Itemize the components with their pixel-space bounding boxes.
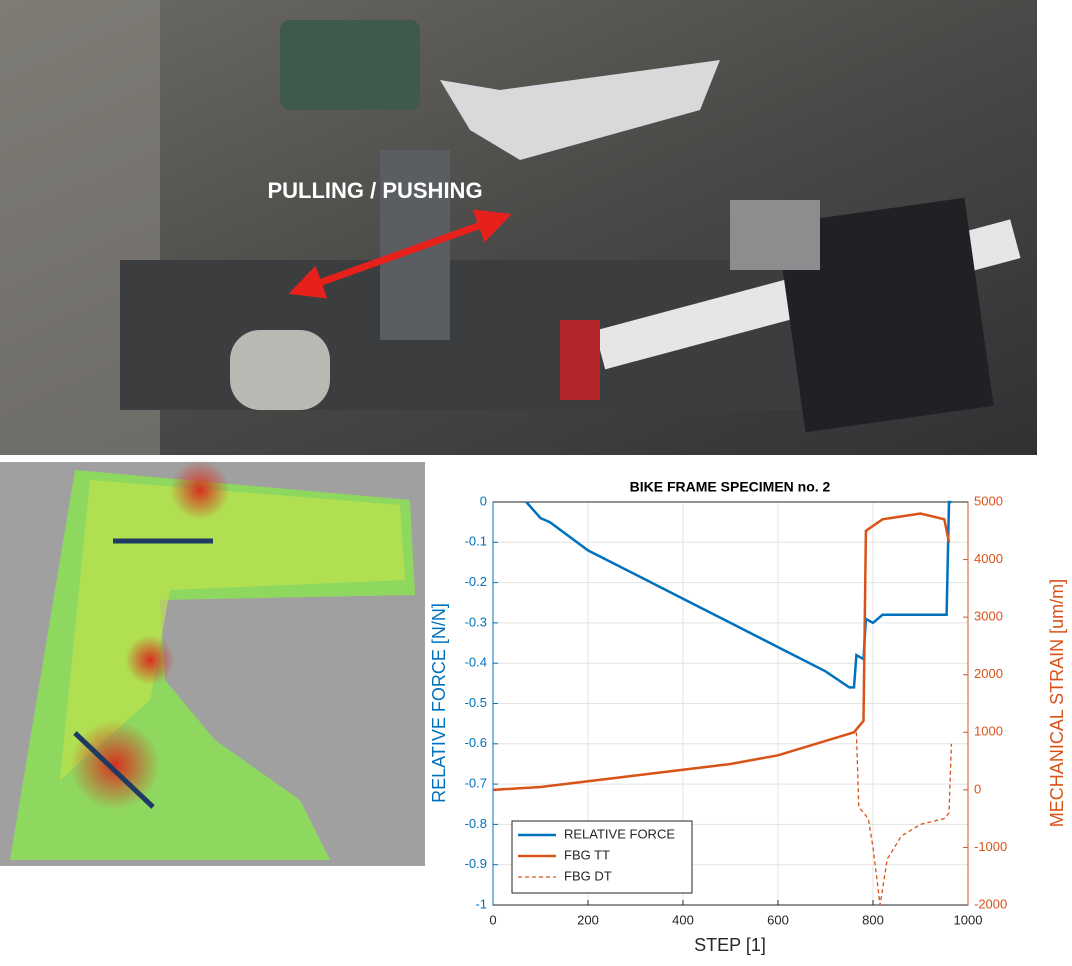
x-tick-label: 1000 bbox=[954, 912, 983, 927]
x-tick-label: 800 bbox=[862, 912, 884, 927]
chart-title: BIKE FRAME SPECIMEN no. 2 bbox=[630, 479, 831, 495]
y-tick-label: 0 bbox=[480, 493, 487, 508]
y-tick-label: -0.1 bbox=[465, 534, 487, 549]
series-line bbox=[855, 732, 953, 906]
y2-axis-label: MECHANICAL STRAIN [um/m] bbox=[1047, 579, 1067, 827]
x-tick-label: 200 bbox=[577, 912, 599, 927]
y2-tick-label: -1000 bbox=[974, 839, 1007, 854]
y-tick-label: -0.4 bbox=[465, 655, 487, 670]
y2-tick-label: 5000 bbox=[974, 493, 1003, 508]
y-tick-label: -0.5 bbox=[465, 695, 487, 710]
y-tick-label: -0.6 bbox=[465, 735, 487, 750]
legend-label: FBG DT bbox=[564, 868, 612, 883]
y-axis-label: RELATIVE FORCE [N/N] bbox=[429, 603, 449, 803]
y2-tick-label: 0 bbox=[974, 781, 981, 796]
series-line bbox=[492, 512, 951, 792]
y-tick-label: -0.8 bbox=[465, 816, 487, 831]
y2-tick-label: 3000 bbox=[974, 609, 1003, 624]
x-tick-label: 600 bbox=[767, 912, 789, 927]
x-axis-label: STEP [1] bbox=[694, 935, 766, 955]
y2-tick-label: 2000 bbox=[974, 666, 1003, 681]
strain-map bbox=[0, 460, 425, 866]
legend-label: FBG TT bbox=[564, 847, 610, 862]
y-tick-label: -1 bbox=[475, 896, 487, 911]
chart: BIKE FRAME SPECIMEN no. 2 STEP [1] RELAT… bbox=[429, 479, 1067, 955]
x-tick-label: 400 bbox=[672, 912, 694, 927]
y-tick-label: -0.2 bbox=[465, 574, 487, 589]
y-tick-label: -0.3 bbox=[465, 614, 487, 629]
x-tick-label: 0 bbox=[489, 912, 496, 927]
y2-tick-label: -2000 bbox=[974, 896, 1007, 911]
series-line bbox=[525, 500, 952, 689]
y2-tick-label: 1000 bbox=[974, 724, 1003, 739]
y2-tick-label: 4000 bbox=[974, 551, 1003, 566]
y-tick-label: -0.7 bbox=[465, 776, 487, 791]
legend-label: RELATIVE FORCE bbox=[564, 826, 675, 841]
y-tick-label: -0.9 bbox=[465, 856, 487, 871]
photo-annotation: PULLING / PUSHING bbox=[267, 178, 482, 203]
photo: PULLING / PUSHING bbox=[0, 0, 1037, 455]
